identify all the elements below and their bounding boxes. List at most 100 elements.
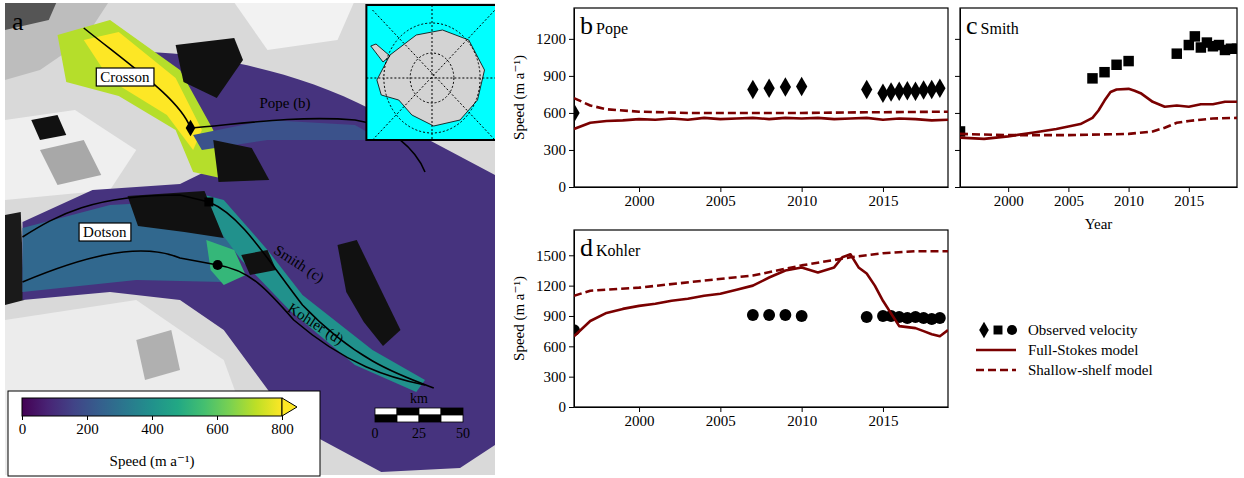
chart-panel: 200020052010201503006009001200bPopeSpeed… — [511, 8, 949, 209]
colorbar-tick-mark — [22, 416, 23, 420]
observed-marker — [780, 77, 791, 97]
colorbar-tick-label: 400 — [141, 421, 164, 437]
observed-marker — [1190, 31, 1200, 41]
rock — [176, 38, 243, 98]
plot-frame — [960, 8, 1237, 187]
tick-label: 2005 — [1054, 193, 1084, 209]
tick-label: 2000 — [625, 413, 655, 429]
tick-mark — [1008, 187, 1009, 192]
y-axis-title: Speed (m a⁻¹) — [511, 55, 528, 140]
observed-marker — [1111, 60, 1121, 70]
tick-mark — [720, 187, 721, 192]
observed-marker — [763, 309, 775, 321]
tick-label: 2015 — [868, 193, 898, 209]
scale-bar-label: 25 — [412, 426, 426, 441]
tick: 2010 — [787, 407, 817, 429]
legend-marker — [994, 326, 1003, 335]
observed-marker — [574, 103, 580, 123]
colorbar-tick: 0 — [19, 416, 27, 437]
x-axis: 2000200520102015 — [961, 187, 1238, 209]
scale-bar-segment — [375, 408, 397, 415]
colorbar-tick-mark — [217, 416, 218, 420]
tick: 2000 — [625, 407, 655, 429]
tick — [955, 39, 960, 40]
label-box — [79, 223, 131, 241]
map-label-text: Dotson — [83, 224, 127, 240]
panel-title: Kohler — [596, 242, 641, 259]
colorbar-tick-mark — [282, 416, 283, 420]
tick-mark — [569, 286, 574, 287]
observed-marker — [861, 311, 873, 323]
tick: 0 — [559, 399, 575, 415]
label-box — [96, 68, 154, 86]
tick: 2015 — [868, 407, 898, 429]
scale-bar-segment — [397, 415, 419, 422]
hillshade — [40, 140, 101, 185]
tick: 2000 — [625, 187, 655, 209]
colorbar-tick-label: 800 — [271, 421, 294, 437]
scale-bar-title: km — [410, 391, 428, 406]
tick — [955, 187, 960, 188]
tick-label: 2005 — [706, 413, 736, 429]
tick — [955, 113, 960, 114]
tick-label: 600 — [544, 105, 567, 121]
tick-label: 2015 — [868, 413, 898, 429]
colorbar-tick-mark — [87, 416, 88, 420]
tick-mark — [955, 113, 960, 114]
tick-mark — [955, 76, 960, 77]
tick-label: 300 — [544, 142, 567, 158]
observed-marker — [796, 77, 807, 97]
tick: 2005 — [1054, 187, 1084, 209]
scale-bar-segment — [397, 408, 419, 415]
tick-label: 900 — [544, 308, 567, 324]
colorbar-tick: 400 — [141, 416, 164, 437]
observed-marker — [934, 78, 945, 98]
tick-label: 2000 — [625, 193, 655, 209]
tick: 2015 — [868, 187, 898, 209]
hillshade — [5, 110, 136, 200]
inset-graticule — [373, 10, 496, 140]
tick-mark — [955, 39, 960, 40]
tick-label: 2000 — [994, 193, 1024, 209]
ice-front — [5, 212, 24, 305]
chart-panel: 2000200520102015030060090012001500dKohle… — [511, 230, 1153, 429]
colorbar-tick-label: 200 — [76, 421, 99, 437]
observed-marker — [796, 310, 808, 322]
panel-letter: d — [580, 233, 593, 262]
tick: 300 — [544, 369, 575, 385]
map-shapes — [5, 3, 495, 475]
tick-mark — [955, 150, 960, 151]
tick: 0 — [559, 179, 575, 195]
tick-mark — [569, 150, 574, 151]
map-label-text: Kohler (d) — [284, 300, 346, 349]
tick: 1200 — [536, 278, 574, 294]
tick-label: 1200 — [536, 31, 566, 47]
tick: 900 — [544, 308, 575, 324]
flowline — [23, 195, 434, 388]
observed-marker — [1099, 67, 1109, 77]
colorbar-tick-label: 600 — [206, 421, 229, 437]
tick-mark — [955, 187, 960, 188]
scale-bar-label: 50 — [456, 426, 470, 441]
scale-bar-segment — [419, 408, 441, 415]
x-axis-title: Year — [1085, 216, 1113, 232]
map-label-text: Crosson — [100, 69, 150, 85]
tick-label: 2010 — [787, 193, 817, 209]
inset-graticule — [373, 10, 496, 140]
map-label: Smith (c) — [271, 242, 327, 287]
series-group — [574, 77, 948, 129]
inset-map — [366, 5, 495, 140]
map-background — [5, 3, 495, 475]
tick-mark — [569, 377, 574, 378]
observed-marker — [763, 78, 774, 98]
colorbar-tick: 800 — [271, 416, 294, 437]
map-label-text: Pope (b) — [259, 95, 310, 112]
legend-marker — [1007, 325, 1017, 335]
tick-mark — [569, 346, 574, 347]
tick-mark — [569, 407, 574, 408]
tick-label: 0 — [559, 179, 567, 195]
tick: 2005 — [706, 407, 736, 429]
panel-letter: a — [12, 7, 24, 36]
observed-marker — [747, 309, 759, 321]
tick: 2010 — [1114, 187, 1144, 209]
